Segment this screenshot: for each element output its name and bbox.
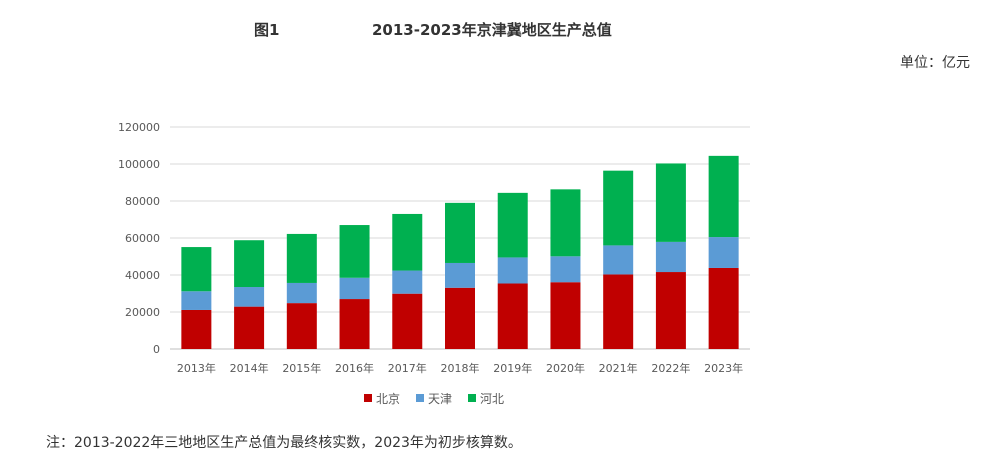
y-axis: 0 20000 40000 60000 80000 100000 120000 <box>118 121 160 356</box>
bar-segment <box>181 309 212 349</box>
y-tick-label: 60000 <box>125 232 160 245</box>
legend: 北京 天津 河北 <box>364 392 504 406</box>
bar-segment <box>603 245 634 275</box>
x-tick-label: 2018年 <box>441 361 480 375</box>
bar-segment <box>234 287 265 307</box>
bar-segment <box>339 225 370 278</box>
bar-segment <box>445 202 475 263</box>
bar-segment <box>708 267 739 349</box>
x-axis: 2013年 2014年 2015年 2016年 2017年 2018年 2019年 2020年… <box>177 361 743 375</box>
chart-title: 2013-2023年京津冀地区生产总值 <box>372 21 612 39</box>
bar-segment <box>392 293 423 349</box>
bar-segment <box>339 299 370 349</box>
x-tick-label: 2021年 <box>599 361 638 375</box>
bar-segment <box>550 256 581 283</box>
legend-swatch <box>416 394 424 402</box>
bar-segment <box>497 192 528 258</box>
bar-segment <box>708 237 739 268</box>
y-tick-label: 40000 <box>125 269 160 282</box>
y-tick-label: 20000 <box>125 306 160 319</box>
bar-segment <box>286 282 317 304</box>
bar-segment <box>286 303 317 349</box>
bar-segment <box>550 282 581 349</box>
bar-segment <box>655 163 686 242</box>
bar-segment <box>655 272 686 349</box>
bar-segment <box>550 189 581 257</box>
unit-label: 单位：亿元 <box>900 55 970 71</box>
bar-segment <box>497 257 528 284</box>
y-tick-label: 120000 <box>118 121 160 134</box>
footnote: 注：2013-2022年三地地区生产总值为最终核实数，2023年为初步核算数。 <box>46 435 522 451</box>
legend-label: 北京 <box>376 392 400 406</box>
legend-label: 天津 <box>428 392 452 406</box>
bar-segment <box>286 233 317 283</box>
bar-segment <box>234 306 265 349</box>
bar-segment <box>181 291 212 310</box>
figure-label: 图1 <box>254 21 280 39</box>
y-tick-label: 80000 <box>125 195 160 208</box>
x-tick-label: 2022年 <box>651 361 690 375</box>
legend-swatch <box>364 394 372 402</box>
bar-segment <box>234 240 265 288</box>
bar-segment <box>708 155 739 238</box>
legend-swatch <box>468 394 476 402</box>
x-tick-label: 2013年 <box>177 361 216 375</box>
bar-segment <box>655 241 686 273</box>
bar-segment <box>445 262 475 288</box>
bar-segment <box>603 170 634 246</box>
bar-segment <box>497 283 528 349</box>
y-tick-label: 100000 <box>118 158 160 171</box>
bar-segment <box>445 287 475 349</box>
x-tick-label: 2015年 <box>282 361 321 375</box>
x-tick-label: 2019年 <box>493 361 532 375</box>
bar-segment <box>392 213 423 271</box>
bars <box>181 155 739 349</box>
x-tick-label: 2014年 <box>230 361 269 375</box>
bar-segment <box>181 247 212 292</box>
legend-label: 河北 <box>480 392 504 406</box>
x-tick-label: 2016年 <box>335 361 374 375</box>
x-tick-label: 2020年 <box>546 361 585 375</box>
bar-segment <box>392 270 423 294</box>
y-tick-label: 0 <box>153 343 160 356</box>
bar-segment <box>603 274 634 349</box>
x-tick-label: 2023年 <box>704 361 743 375</box>
x-tick-label: 2017年 <box>388 361 427 375</box>
bar-segment <box>339 277 370 300</box>
